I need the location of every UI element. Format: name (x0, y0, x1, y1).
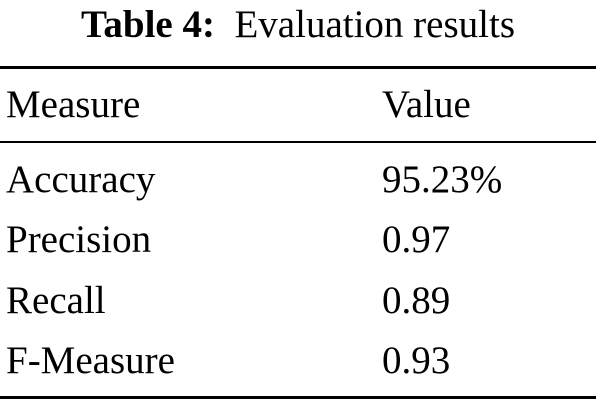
row-fmeasure-value: 0.93 (382, 339, 451, 382)
row-recall-value: 0.89 (382, 279, 451, 322)
table-caption: Table 4: Evaluation results (0, 2, 596, 48)
row-precision-measure: Precision (6, 218, 152, 261)
row-precision-value: 0.97 (382, 218, 451, 261)
row-accuracy-measure: Accuracy (6, 158, 156, 201)
row-accuracy-value: 95.23% (382, 158, 503, 201)
table-caption-text: Evaluation results (234, 3, 516, 46)
table-top-rule (0, 66, 596, 69)
table-header-rule (0, 141, 596, 143)
table-bottom-rule (0, 396, 596, 399)
header-value: Value (382, 83, 471, 126)
row-fmeasure-measure: F-Measure (6, 339, 175, 382)
row-recall-measure: Recall (6, 279, 106, 322)
header-measure: Measure (6, 83, 141, 126)
table-caption-label: Table 4: (80, 3, 215, 46)
